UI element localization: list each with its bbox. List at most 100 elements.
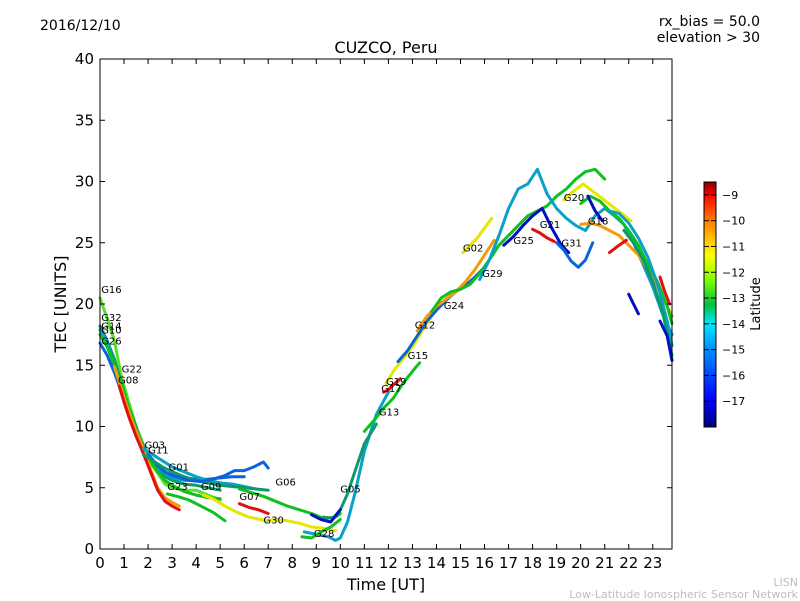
colorbar	[703, 181, 717, 428]
series-line-g01	[165, 460, 270, 484]
x-tick-label: 14	[427, 554, 446, 572]
colorbar-ticks: −9 −10 −11 −12 −13 −14 −15 −16 −17	[704, 189, 745, 408]
colorbar-tick-label: −14	[722, 318, 745, 331]
series-line-g21	[531, 227, 556, 243]
colorbar-tick-label: −16	[722, 369, 745, 382]
series-line-track-33	[627, 292, 640, 316]
satellite-label: G10	[101, 325, 121, 336]
x-tick-label: 6	[239, 554, 249, 572]
satellite-label: G12	[415, 321, 435, 332]
y-axis-label: TEC [UNITS]	[51, 256, 70, 354]
series-line-track-39	[300, 518, 342, 540]
satellite-label: G01	[169, 463, 189, 474]
satellite-label: G17	[381, 384, 401, 395]
x-tick-label: 17	[499, 554, 518, 572]
series-line-g13	[362, 361, 422, 433]
elevation-note: elevation > 30	[656, 30, 760, 46]
series-line-track-34	[658, 319, 674, 362]
satellite-label: G14	[101, 322, 121, 333]
x-tick-label: 18	[523, 554, 542, 572]
x-tick-label: 7	[263, 554, 273, 572]
x-tick-label: 2	[143, 554, 153, 572]
x-tick-label: 10	[331, 554, 350, 572]
x-axis-label: Time [UT]	[346, 575, 425, 594]
series-line-g24	[430, 167, 607, 313]
x-tick-label: 23	[643, 554, 662, 572]
x-axis: 0 1 2 3 4 5 6 7 8 9 10 11 12 13 14 15 16 17 18 19 20 21 22 23	[95, 59, 662, 572]
x-tick-label: 9	[312, 554, 322, 572]
satellite-label: G06	[275, 477, 295, 488]
satellite-label: G09	[201, 482, 221, 493]
x-tick-label: 13	[403, 554, 422, 572]
series-line-g07	[237, 502, 270, 515]
y-tick-label: 10	[75, 418, 94, 436]
x-tick-label: 12	[379, 554, 398, 572]
y-tick-label: 15	[75, 356, 94, 374]
colorbar-tick-label: −13	[722, 292, 745, 305]
satellite-label: G24	[444, 301, 464, 312]
satellite-label: G07	[239, 492, 259, 503]
y-tick-label: 35	[75, 111, 94, 129]
series-line-track-38	[310, 508, 342, 524]
series-line-g25	[502, 206, 571, 255]
x-tick-label: 11	[355, 554, 374, 572]
y-axis: 0 5 10 15 20 25 30 35 40	[75, 50, 672, 558]
series-layer	[98, 167, 674, 542]
series-line-track-32	[622, 229, 674, 357]
x-tick-label: 1	[119, 554, 129, 572]
series-line-g30	[261, 518, 337, 533]
plot-frame	[99, 58, 673, 550]
series-line-g08	[117, 384, 181, 512]
series-line-g03	[141, 447, 258, 491]
satellite-label: G29	[482, 269, 502, 280]
satellite-label: G28	[314, 529, 334, 540]
satellite-label: G08	[118, 376, 138, 387]
satellite-label: G19	[386, 377, 406, 388]
colorbar-tick-label: −10	[722, 215, 745, 228]
satellite-label: G31	[561, 238, 581, 249]
satellite-label: G15	[408, 351, 428, 362]
x-tick-label: 0	[95, 554, 105, 572]
satellite-label: G13	[379, 408, 399, 419]
satellite-label: G03	[145, 441, 165, 452]
satellite-label: G26	[101, 336, 121, 347]
series-line-g31	[555, 241, 595, 269]
x-tick-label: 15	[451, 554, 470, 572]
y-tick-label: 5	[84, 479, 94, 497]
satellite-label: G23	[167, 482, 187, 493]
series-line-g23	[165, 492, 227, 523]
colorbar-tick-label: −11	[722, 240, 745, 253]
chart-title: CUZCO, Peru	[334, 38, 438, 57]
satellite-label: G25	[513, 236, 533, 247]
satellite-label: G02	[463, 243, 483, 254]
y-tick-label: 0	[84, 540, 94, 558]
colorbar-tick-label: −9	[722, 189, 738, 202]
date-label: 2016/12/10	[40, 18, 121, 34]
x-tick-label: 3	[167, 554, 177, 572]
x-tick-label: 5	[215, 554, 225, 572]
series-line-g15	[396, 265, 486, 364]
x-tick-label: 8	[287, 554, 297, 572]
series-line-track-37	[586, 194, 604, 223]
satellite-label: G18	[588, 216, 608, 227]
satellite-label: G30	[263, 515, 283, 526]
series-line-g09	[201, 493, 270, 523]
x-tick-label: 22	[619, 554, 638, 572]
series-line-g17	[382, 377, 402, 394]
series-line-g05	[322, 422, 378, 520]
satellite-label: G11	[148, 445, 168, 456]
colorbar-tick-label: −17	[722, 395, 745, 408]
colorbar-label: Latitude	[749, 277, 764, 331]
satellite-label: G16	[101, 285, 121, 296]
y-tick-label: 25	[75, 234, 94, 252]
y-tick-label: 20	[75, 295, 94, 313]
series-line-track-31	[608, 209, 674, 348]
x-tick-label: 20	[571, 554, 590, 572]
x-tick-label: 16	[475, 554, 494, 572]
credit-lisn: LISN	[773, 576, 798, 589]
rx-bias-note: rx_bias = 50.0	[658, 14, 760, 30]
colorbar-tick-label: −12	[722, 266, 745, 279]
series-line-track-35	[658, 275, 672, 306]
